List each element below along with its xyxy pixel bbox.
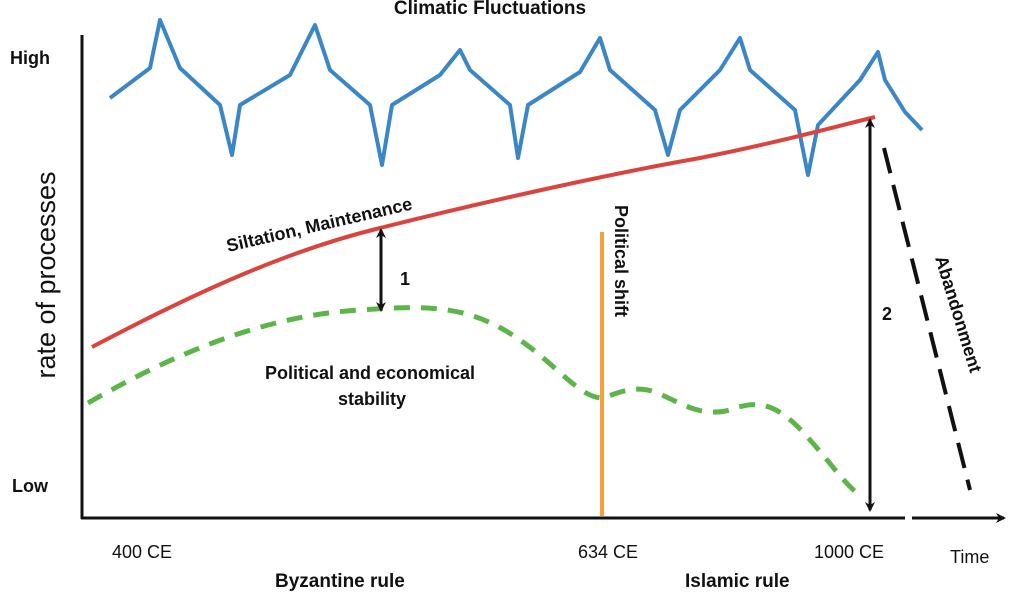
siltation-curve <box>91 115 876 349</box>
political-shift-label: Political shift <box>611 205 631 317</box>
stability-label-line1: Political and economical <box>265 363 475 383</box>
stability-label-line2: stability <box>338 389 406 409</box>
gap-2-label: 2 <box>882 304 892 324</box>
x-axis-label: Time <box>950 547 989 567</box>
abandonment-label: Abandonment <box>931 253 986 375</box>
y-high-label: High <box>10 48 50 68</box>
diagram-title: Climatic Fluctuations <box>394 0 586 19</box>
y-low-label: Low <box>12 476 49 496</box>
stability-curve <box>86 305 864 500</box>
gap-1-label: 1 <box>400 269 410 289</box>
x-tick-1000: 1000 CE <box>814 542 884 562</box>
x-tick-634: 634 CE <box>578 542 638 562</box>
x-tick-400: 400 CE <box>112 542 172 562</box>
period-byzantine: Byzantine rule <box>275 571 405 592</box>
period-islamic: Islamic rule <box>685 571 790 592</box>
y-axis-label: rate of processes <box>31 171 61 378</box>
abandonment-line <box>882 147 972 491</box>
climate-fluctuation-curve <box>108 18 924 177</box>
